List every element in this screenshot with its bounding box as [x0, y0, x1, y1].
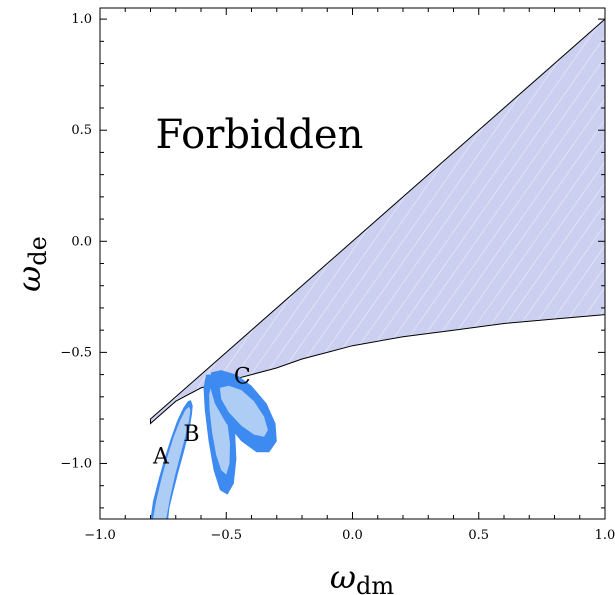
- contour-label-c: C: [234, 364, 251, 389]
- contour-label-a: A: [152, 444, 170, 469]
- y-tick-label: −0.5: [60, 345, 92, 360]
- tick-layer: [99, 8, 606, 519]
- x-tick-label: −0.5: [210, 528, 242, 543]
- label-layer: AB C −1.0 −0.5 0.0 0.5 1.0 −1.0 −0.5 0.0 0.5 1.0 ωdm…: [10, 12, 615, 595]
- contour-label-b: B: [183, 422, 199, 447]
- x-tick-label: −1.0: [84, 528, 116, 543]
- y-tick-label: 0.5: [71, 123, 92, 138]
- x-tick-label: 0.0: [342, 528, 363, 543]
- y-axis-label: ωde: [10, 236, 52, 292]
- contour-layer: [150, 370, 277, 519]
- x-axis-label: ωdm: [330, 558, 394, 595]
- contour-a-inner: [153, 406, 191, 519]
- allowed-region-layer: [150, 18, 605, 425]
- x-tick-label: 1.0: [595, 528, 615, 543]
- contour-b-inner: [209, 387, 230, 475]
- y-tick-label: −1.0: [60, 456, 92, 471]
- y-tick-label: 0.0: [71, 234, 92, 249]
- contour-c-inner: [219, 385, 268, 437]
- y-tick-label: 1.0: [71, 12, 92, 27]
- x-tick-label: 0.5: [468, 528, 489, 543]
- forbidden-annotation: Forbidden: [156, 112, 364, 158]
- allowed-region-outline: [150, 18, 605, 425]
